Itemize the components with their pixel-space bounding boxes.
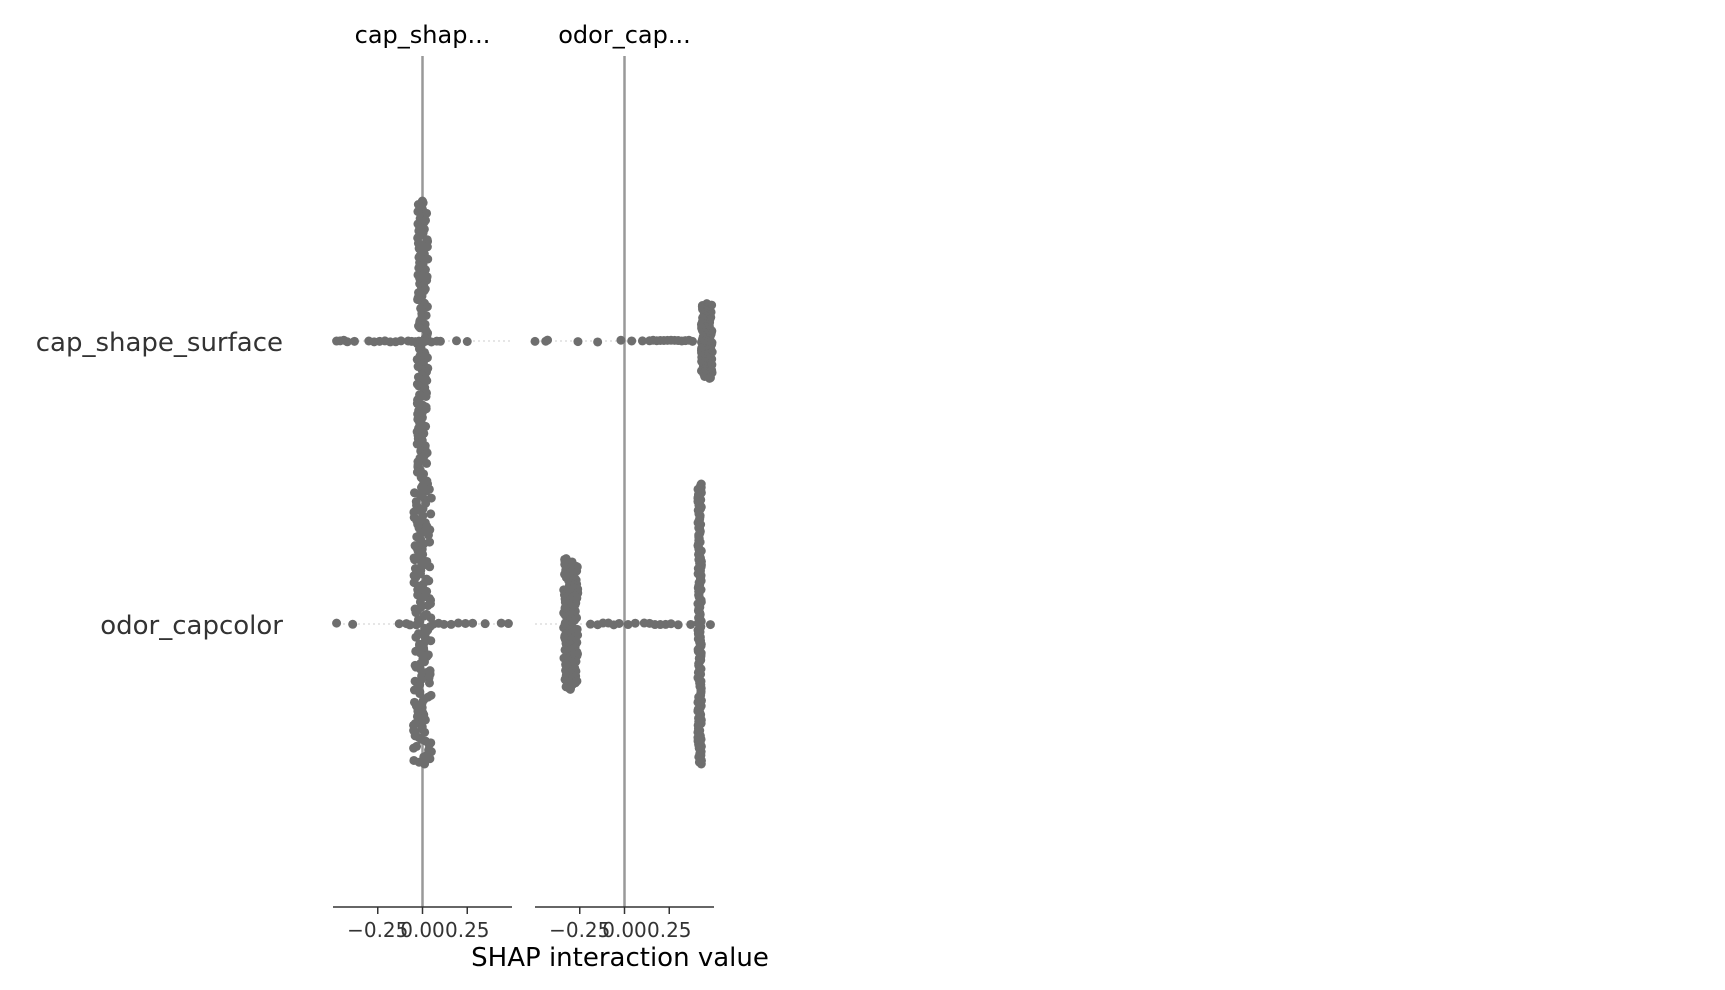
data-point [623, 620, 633, 630]
data-point [349, 336, 359, 346]
x-tick-label: −0.25 [549, 918, 610, 942]
row-label: cap_shape_surface [36, 328, 283, 358]
row-labels: cap_shape_surface odor_capcolor [36, 328, 284, 641]
data-point [420, 759, 430, 769]
data-point [413, 590, 423, 600]
data-point [425, 562, 435, 572]
data-point [503, 619, 513, 629]
x-axis-label: SHAP interaction value [471, 943, 769, 973]
data-point [348, 619, 358, 629]
data-point [637, 336, 647, 346]
data-point [460, 618, 470, 628]
data-point [616, 335, 626, 345]
data-point [396, 336, 406, 346]
data-point [480, 619, 490, 629]
data-point [452, 336, 462, 346]
x-tick-label: 0.00 [400, 918, 445, 942]
data-point [614, 618, 624, 628]
data-point [468, 618, 478, 628]
data-point [411, 620, 421, 630]
data-point [439, 619, 449, 629]
data-point [695, 619, 705, 629]
x-tick-label: 0.25 [445, 918, 490, 942]
data-point [421, 421, 431, 431]
data-point [420, 727, 430, 737]
panel: cap_shap... −0.250.00 0.25 [332, 21, 513, 942]
data-point [394, 619, 404, 629]
data-point [435, 336, 445, 346]
data-point [686, 619, 696, 629]
data-point [462, 337, 472, 347]
panel-title: cap_shap... [355, 21, 491, 49]
data-point [410, 555, 420, 565]
data-point [421, 391, 431, 401]
data-point [405, 620, 415, 630]
panels: cap_shap...−0.250.00 0.25odor_cap...−0.25… [332, 21, 717, 942]
data-point [411, 608, 421, 618]
data-point [630, 618, 640, 628]
x-tick-label: 0.00 [602, 918, 647, 942]
data-point [593, 337, 603, 347]
data-point [423, 530, 433, 540]
data-point [453, 618, 463, 628]
data-point [342, 337, 352, 347]
data-point [530, 336, 540, 346]
data-point [705, 620, 715, 630]
data-point [585, 619, 595, 629]
data-point [415, 664, 425, 674]
data-point [332, 618, 342, 628]
panel: odor_cap... −0.250.00 0.25 [530, 21, 717, 942]
data-point [696, 759, 706, 769]
data-point [573, 337, 583, 347]
data-point [411, 632, 421, 642]
data-point [565, 684, 575, 694]
x-tick-label: −0.25 [347, 918, 408, 942]
data-point [426, 509, 436, 519]
row-label: odor_capcolor [100, 611, 283, 641]
data-point [424, 678, 434, 688]
data-point [688, 336, 698, 346]
data-point [496, 618, 506, 628]
data-point [673, 620, 683, 630]
data-point [423, 601, 433, 611]
data-point [422, 376, 432, 386]
data-point [543, 335, 553, 345]
data-point [409, 743, 419, 753]
x-tick-label: 0.25 [647, 918, 692, 942]
data-point [422, 458, 432, 468]
data-point [446, 619, 456, 629]
data-point [704, 373, 714, 383]
data-point [627, 336, 637, 346]
panel-title: odor_cap... [558, 21, 691, 49]
data-point [666, 619, 676, 629]
